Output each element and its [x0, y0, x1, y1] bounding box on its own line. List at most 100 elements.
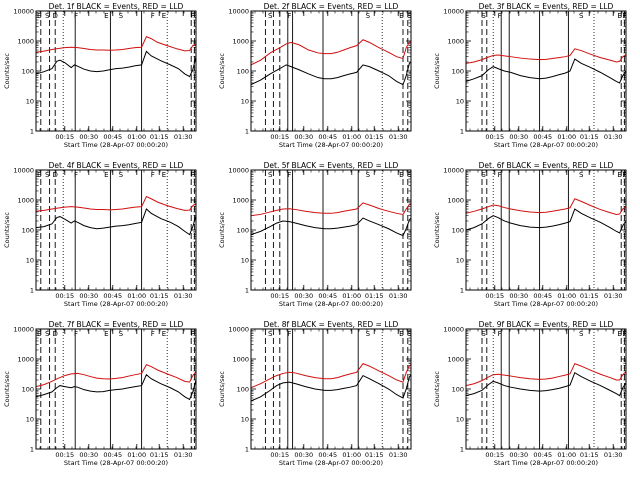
- x-tick-label: 01:00: [127, 451, 146, 459]
- event-marker-label: F: [151, 12, 155, 20]
- x-tick-label: 00:30: [294, 292, 313, 300]
- x-tick-label: 01:00: [127, 292, 146, 300]
- plot-frame: [35, 328, 197, 450]
- plot-frame: [250, 10, 412, 132]
- event-marker-label: E: [37, 330, 41, 338]
- x-tick-label: 00:15: [270, 133, 289, 141]
- event-marker-label: E: [399, 171, 403, 179]
- event-marker-label: E: [399, 12, 403, 20]
- chart-title: Det. 9f BLACK = Events, RED = LLD: [479, 320, 614, 329]
- y-tick-label: 10000: [228, 325, 249, 333]
- x-tick-label: 00:30: [509, 133, 528, 141]
- y-tick-label: 10: [456, 97, 464, 105]
- x-tick-label: 01:00: [127, 133, 146, 141]
- plot-frame: [465, 10, 627, 132]
- y-tick-label: 10000: [13, 325, 34, 333]
- x-tick-label: 01:30: [389, 292, 408, 300]
- event-marker-label: F: [498, 12, 502, 20]
- series-line-lld: [35, 363, 197, 388]
- event-marker-label: S: [268, 171, 273, 179]
- event-marker-label: F: [151, 171, 155, 179]
- x-tick-label: 00:30: [79, 133, 98, 141]
- event-marker-label: S: [579, 171, 584, 179]
- x-tick-label: 00:15: [485, 292, 504, 300]
- x-tick-label: 01:00: [342, 133, 361, 141]
- y-tick-label: 10000: [443, 166, 464, 174]
- x-tick-label: 00:30: [294, 451, 313, 459]
- x-tick-label: 01:30: [174, 133, 193, 141]
- event-marker-label: S: [407, 12, 412, 20]
- y-axis-label: Counts/sec: [433, 212, 441, 248]
- x-axis-label: Start Time (28-Apr-07 00:00:20): [494, 300, 598, 308]
- series-line-lld: [465, 198, 627, 215]
- x-tick-label: 00:45: [318, 292, 337, 300]
- y-tick-label: 1000: [447, 355, 464, 363]
- plot-frame: [250, 328, 412, 450]
- event-marker-label: F: [74, 12, 78, 20]
- y-tick-label: 100: [22, 67, 34, 75]
- event-marker-label: E: [37, 12, 41, 20]
- y-tick-label: 1000: [232, 37, 249, 45]
- event-marker-label: E: [104, 171, 108, 179]
- y-axis-label: Counts/sec: [433, 53, 441, 89]
- event-marker-label: E: [104, 330, 108, 338]
- x-tick-label: 00:15: [485, 451, 504, 459]
- event-marker-label: S: [579, 330, 584, 338]
- chart-panel-1: Det. 1f BLACK = Events, RED = LLD 1 10 100 1…: [3, 2, 197, 149]
- x-tick-label: 00:45: [533, 451, 552, 459]
- y-tick-label: 100: [237, 67, 249, 75]
- y-tick-label: 1000: [447, 196, 464, 204]
- series-line-lld: [250, 202, 412, 217]
- series-line-events: [35, 208, 197, 236]
- y-tick-label: 10000: [228, 166, 249, 174]
- x-tick-label: 00:30: [294, 133, 313, 141]
- event-marker-label: S: [481, 171, 486, 179]
- chart-title: Det. 1f BLACK = Events, RED = LLD: [49, 2, 184, 11]
- y-tick-label: 10000: [443, 325, 464, 333]
- chart-panel-8: Det. 8f BLACK = Events, RED = LLD 1 10 100 1…: [218, 320, 412, 467]
- x-axis-label: Start Time (28-Apr-07 00:00:20): [64, 300, 168, 308]
- x-tick-label: 01:15: [365, 292, 384, 300]
- event-marker-label: S: [481, 12, 486, 20]
- y-tick-label: 1: [460, 127, 464, 135]
- event-marker-label: F: [622, 171, 626, 179]
- event-marker-label: S: [45, 12, 50, 20]
- y-axis-label: Counts/sec: [218, 212, 226, 248]
- y-axis-label: Counts/sec: [218, 53, 226, 89]
- chart-title: Det. 3f BLACK = Events, RED = LLD: [479, 2, 614, 11]
- event-marker-label: E: [162, 330, 166, 338]
- x-tick-label: 01:30: [604, 451, 623, 459]
- x-axis-label: Start Time (28-Apr-07 00:00:20): [64, 141, 168, 149]
- x-tick-label: 01:15: [365, 451, 384, 459]
- x-tick-label: 00:45: [533, 133, 552, 141]
- y-tick-label: 10: [26, 415, 34, 423]
- y-tick-label: 1000: [232, 355, 249, 363]
- x-tick-label: 01:15: [150, 451, 169, 459]
- event-marker-label: F: [191, 12, 195, 20]
- y-tick-label: 100: [452, 385, 464, 393]
- y-tick-label: 1: [460, 286, 464, 294]
- x-tick-label: 01:15: [580, 292, 599, 300]
- x-tick-label: 00:15: [270, 292, 289, 300]
- series-line-events: [35, 50, 197, 78]
- y-tick-label: 10: [456, 415, 464, 423]
- x-tick-label: 01:15: [580, 451, 599, 459]
- x-tick-label: 01:30: [389, 133, 408, 141]
- x-tick-label: 01:15: [580, 133, 599, 141]
- panel-grid: Det. 1f BLACK = Events, RED = LLD1101001…: [3, 2, 627, 467]
- plot-frame: [250, 169, 412, 291]
- x-tick-label: 00:45: [103, 292, 122, 300]
- chart-panel-6: Det. 6f BLACK = Events, RED = LLD 1 10 100 1…: [433, 161, 627, 308]
- x-axis-label: Start Time (28-Apr-07 00:00:20): [494, 459, 598, 467]
- series-line-lld: [465, 48, 627, 64]
- event-marker-label: F: [74, 330, 78, 338]
- plot-frame: [465, 169, 627, 291]
- series-line-events: [465, 371, 627, 397]
- y-tick-label: 10000: [443, 7, 464, 15]
- series-line-events: [250, 61, 412, 86]
- series-line-events: [35, 373, 197, 401]
- y-tick-label: 1: [245, 445, 249, 453]
- y-tick-label: 1: [245, 127, 249, 135]
- event-marker-label: E: [617, 330, 621, 338]
- event-marker-label: S: [268, 330, 273, 338]
